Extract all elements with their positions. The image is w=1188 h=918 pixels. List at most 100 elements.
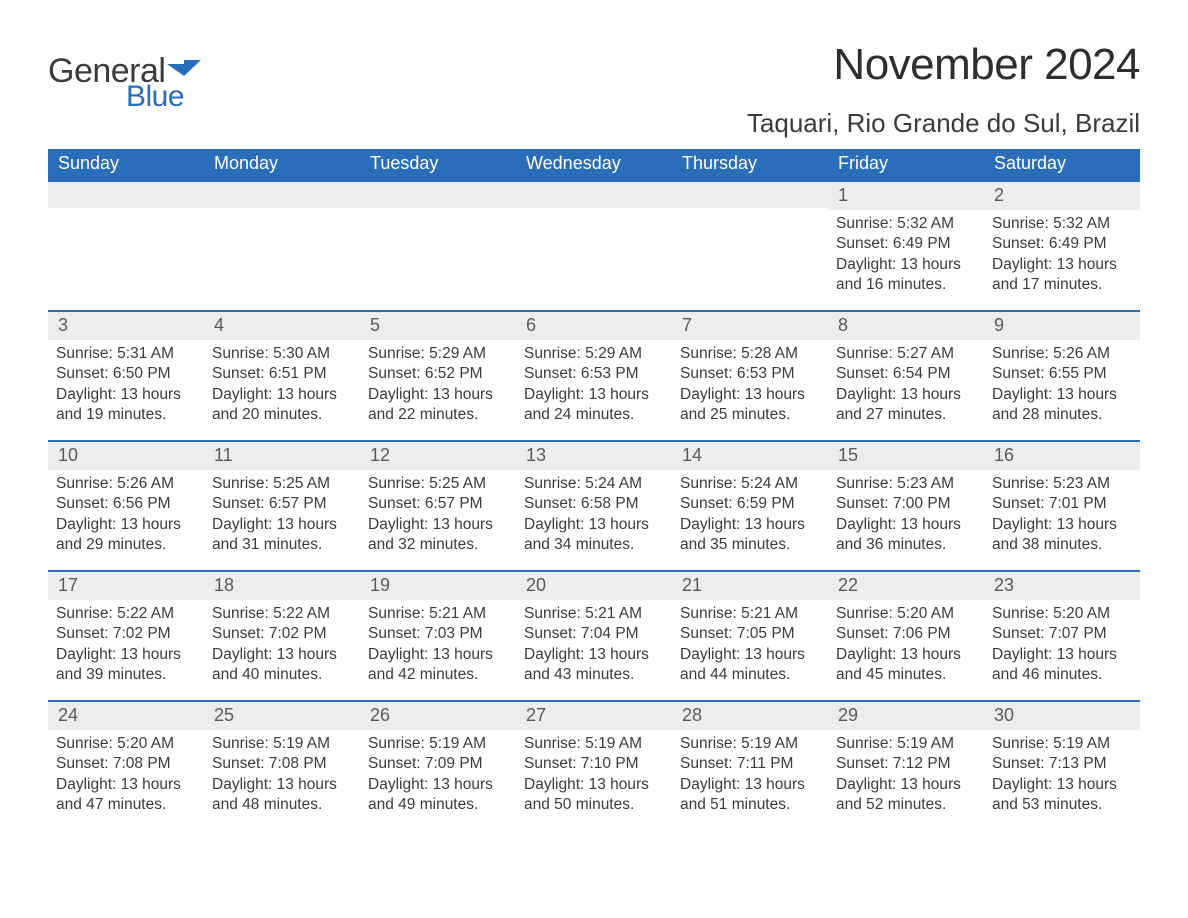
sunrise-line: Sunrise: 5:25 AM: [368, 474, 508, 494]
sunset-line: Sunset: 6:54 PM: [836, 364, 976, 384]
weekday-header: Tuesday: [360, 149, 516, 180]
daylight-line: Daylight: 13 hours and 44 minutes.: [680, 645, 820, 686]
day-body: Sunrise: 5:20 AMSunset: 7:06 PMDaylight:…: [834, 604, 978, 686]
day-number-strip: 14: [672, 442, 828, 470]
sunrise-line: Sunrise: 5:19 AM: [992, 734, 1132, 754]
sunrise-line: Sunrise: 5:27 AM: [836, 344, 976, 364]
location-subtitle: Taquari, Rio Grande do Sul, Brazil: [747, 108, 1140, 139]
sunset-line: Sunset: 7:12 PM: [836, 754, 976, 774]
day-number-strip: 28: [672, 702, 828, 730]
day-body: Sunrise: 5:32 AMSunset: 6:49 PMDaylight:…: [834, 214, 978, 296]
day-cell: [48, 182, 204, 310]
day-number-strip: 9: [984, 312, 1140, 340]
day-cell: 1 Sunrise: 5:32 AMSunset: 6:49 PMDaylight…: [828, 182, 984, 310]
day-number-strip: 6: [516, 312, 672, 340]
day-body: Sunrise: 5:28 AMSunset: 6:53 PMDaylight:…: [678, 344, 822, 426]
day-number-strip: [360, 182, 516, 208]
day-number-strip: 8: [828, 312, 984, 340]
sunrise-line: Sunrise: 5:24 AM: [680, 474, 820, 494]
day-body: Sunrise: 5:31 AMSunset: 6:50 PMDaylight:…: [54, 344, 198, 426]
sunrise-line: Sunrise: 5:31 AM: [56, 344, 196, 364]
day-number-strip: [672, 182, 828, 208]
day-cell: 17Sunrise: 5:22 AMSunset: 7:02 PMDayligh…: [48, 572, 204, 700]
day-number-strip: 5: [360, 312, 516, 340]
sunset-line: Sunset: 7:05 PM: [680, 624, 820, 644]
daylight-line: Daylight: 13 hours and 22 minutes.: [368, 385, 508, 426]
sunrise-line: Sunrise: 5:30 AM: [212, 344, 352, 364]
sunrise-line: Sunrise: 5:20 AM: [836, 604, 976, 624]
weekday-header-row: SundayMondayTuesdayWednesdayThursdayFrid…: [48, 149, 1140, 180]
sunrise-line: Sunrise: 5:26 AM: [56, 474, 196, 494]
header-bar: General Blue November 2024 Taquari, Rio …: [48, 40, 1140, 139]
sunrise-line: Sunrise: 5:19 AM: [212, 734, 352, 754]
day-cell: 27Sunrise: 5:19 AMSunset: 7:10 PMDayligh…: [516, 702, 672, 830]
daylight-line: Daylight: 13 hours and 16 minutes.: [836, 255, 976, 296]
day-body: Sunrise: 5:21 AMSunset: 7:04 PMDaylight:…: [522, 604, 666, 686]
day-body: Sunrise: 5:26 AMSunset: 6:56 PMDaylight:…: [54, 474, 198, 556]
sunrise-line: Sunrise: 5:19 AM: [836, 734, 976, 754]
sunset-line: Sunset: 7:09 PM: [368, 754, 508, 774]
sunrise-line: Sunrise: 5:23 AM: [992, 474, 1132, 494]
day-number-strip: 1: [828, 182, 984, 210]
sunrise-line: Sunrise: 5:19 AM: [368, 734, 508, 754]
day-number-strip: 21: [672, 572, 828, 600]
day-cell: 15Sunrise: 5:23 AMSunset: 7:00 PMDayligh…: [828, 442, 984, 570]
calendar-grid: SundayMondayTuesdayWednesdayThursdayFrid…: [48, 149, 1140, 830]
week-row: 17Sunrise: 5:22 AMSunset: 7:02 PMDayligh…: [48, 570, 1140, 700]
sunset-line: Sunset: 7:10 PM: [524, 754, 664, 774]
daylight-line: Daylight: 13 hours and 46 minutes.: [992, 645, 1132, 686]
day-cell: 20 Sunrise: 5:21 AMSunset: 7:04 PMDayligh…: [516, 572, 672, 700]
day-body: Sunrise: 5:21 AMSunset: 7:05 PMDaylight:…: [678, 604, 822, 686]
daylight-line: Daylight: 13 hours and 29 minutes.: [56, 515, 196, 556]
weeks-container: 1 Sunrise: 5:32 AMSunset: 6:49 PMDaylight…: [48, 180, 1140, 830]
month-title: November 2024: [747, 40, 1140, 90]
day-body: Sunrise: 5:22 AMSunset: 7:02 PMDaylight:…: [210, 604, 354, 686]
day-number-strip: [204, 182, 360, 208]
daylight-line: Daylight: 13 hours and 51 minutes.: [680, 775, 820, 816]
sunset-line: Sunset: 6:53 PM: [680, 364, 820, 384]
day-body: Sunrise: 5:27 AMSunset: 6:54 PMDaylight:…: [834, 344, 978, 426]
sunrise-line: Sunrise: 5:32 AM: [992, 214, 1132, 234]
day-cell: 23Sunrise: 5:20 AMSunset: 7:07 PMDayligh…: [984, 572, 1140, 700]
day-number-strip: 25: [204, 702, 360, 730]
week-row: 1 Sunrise: 5:32 AMSunset: 6:49 PMDaylight…: [48, 180, 1140, 310]
day-cell: 18 Sunrise: 5:22 AMSunset: 7:02 PMDayligh…: [204, 572, 360, 700]
day-body: Sunrise: 5:29 AMSunset: 6:53 PMDaylight:…: [522, 344, 666, 426]
daylight-line: Daylight: 13 hours and 49 minutes.: [368, 775, 508, 816]
day-number-strip: 13: [516, 442, 672, 470]
day-number-strip: 15: [828, 442, 984, 470]
week-row: 24Sunrise: 5:20 AMSunset: 7:08 PMDayligh…: [48, 700, 1140, 830]
sunrise-line: Sunrise: 5:21 AM: [680, 604, 820, 624]
weekday-header: Monday: [204, 149, 360, 180]
day-number-strip: 20: [516, 572, 672, 600]
day-number-strip: 18: [204, 572, 360, 600]
daylight-line: Daylight: 13 hours and 25 minutes.: [680, 385, 820, 426]
sunrise-line: Sunrise: 5:19 AM: [524, 734, 664, 754]
day-number-strip: 19: [360, 572, 516, 600]
day-body: Sunrise: 5:19 AMSunset: 7:10 PMDaylight:…: [522, 734, 666, 816]
sunrise-line: Sunrise: 5:22 AM: [212, 604, 352, 624]
day-body: Sunrise: 5:20 AMSunset: 7:08 PMDaylight:…: [54, 734, 198, 816]
title-block: November 2024 Taquari, Rio Grande do Sul…: [747, 40, 1140, 139]
day-number-strip: 26: [360, 702, 516, 730]
sunrise-line: Sunrise: 5:24 AM: [524, 474, 664, 494]
sunrise-line: Sunrise: 5:21 AM: [368, 604, 508, 624]
sunrise-line: Sunrise: 5:20 AM: [992, 604, 1132, 624]
daylight-line: Daylight: 13 hours and 50 minutes.: [524, 775, 664, 816]
daylight-line: Daylight: 13 hours and 20 minutes.: [212, 385, 352, 426]
brand-logo: General Blue: [48, 40, 201, 112]
weekday-header: Thursday: [672, 149, 828, 180]
day-cell: 9Sunrise: 5:26 AMSunset: 6:55 PMDaylight…: [984, 312, 1140, 440]
daylight-line: Daylight: 13 hours and 52 minutes.: [836, 775, 976, 816]
day-cell: [360, 182, 516, 310]
daylight-line: Daylight: 13 hours and 27 minutes.: [836, 385, 976, 426]
day-cell: 3Sunrise: 5:31 AMSunset: 6:50 PMDaylight…: [48, 312, 204, 440]
day-body: Sunrise: 5:23 AMSunset: 7:01 PMDaylight:…: [990, 474, 1134, 556]
sunset-line: Sunset: 7:07 PM: [992, 624, 1132, 644]
day-number-strip: 11: [204, 442, 360, 470]
day-body: Sunrise: 5:25 AMSunset: 6:57 PMDaylight:…: [210, 474, 354, 556]
sunset-line: Sunset: 7:13 PM: [992, 754, 1132, 774]
day-cell: 11 Sunrise: 5:25 AMSunset: 6:57 PMDayligh…: [204, 442, 360, 570]
day-cell: 12Sunrise: 5:25 AMSunset: 6:57 PMDayligh…: [360, 442, 516, 570]
day-cell: 25Sunrise: 5:19 AMSunset: 7:08 PMDayligh…: [204, 702, 360, 830]
